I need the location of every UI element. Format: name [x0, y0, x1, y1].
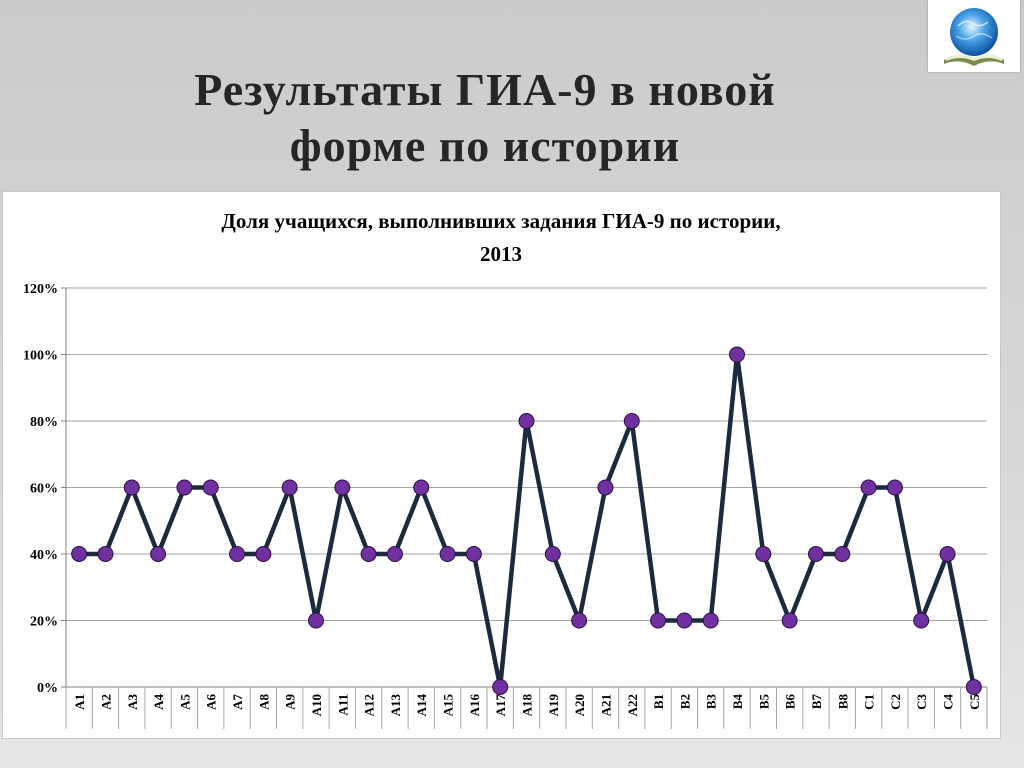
x-tick-label: А10 — [309, 694, 324, 716]
data-point — [386, 546, 403, 562]
data-point — [123, 479, 140, 496]
x-tick-label: А16 — [467, 694, 482, 717]
x-tick-label: В1 — [651, 694, 666, 709]
series-markers — [71, 346, 982, 695]
data-point — [597, 479, 614, 496]
axes — [61, 287, 988, 729]
y-tick-label: 100% — [23, 349, 58, 364]
data-point — [544, 546, 561, 562]
slide-title-line2: форме по истории — [289, 120, 681, 171]
data-point — [623, 413, 640, 429]
data-point — [255, 546, 272, 562]
data-point — [781, 612, 798, 629]
data-point — [650, 612, 667, 629]
data-point — [413, 479, 430, 496]
x-tick-label: А7 — [230, 694, 245, 710]
x-tick-label: А11 — [335, 694, 350, 716]
data-point — [307, 612, 324, 629]
data-point — [281, 479, 298, 496]
x-tick-label: В4 — [730, 694, 745, 710]
x-tick-label: В2 — [677, 694, 692, 709]
line-chart: Доля учащихся, выполнивших задания ГИА-9… — [23, 209, 988, 729]
x-tick-label: А20 — [572, 694, 587, 716]
data-point — [571, 612, 588, 629]
x-tick-label: С1 — [862, 694, 877, 710]
globe-book-logo — [928, 0, 1020, 72]
x-tick-label: А17 — [493, 694, 508, 717]
x-tick-label: С5 — [967, 694, 982, 710]
data-point — [360, 546, 377, 562]
x-tick-label: В6 — [783, 694, 798, 710]
data-point — [834, 546, 851, 562]
y-tick-label: 60% — [30, 482, 58, 497]
data-point — [702, 612, 719, 629]
x-tick-label: А8 — [256, 694, 271, 710]
data-point — [439, 546, 456, 562]
y-tick-label: 0% — [37, 681, 58, 696]
x-tick-label: А21 — [598, 694, 613, 716]
x-tick-label: А19 — [546, 694, 561, 717]
data-point — [229, 546, 246, 562]
x-tick-label: А18 — [520, 694, 535, 717]
data-point — [518, 413, 535, 429]
y-tick-labels: 0% 20% 40% 60% 80% 100% 120% — [23, 282, 58, 696]
data-point — [71, 546, 88, 562]
x-tick-label: С3 — [914, 694, 929, 710]
x-tick-label: В7 — [809, 694, 824, 710]
data-point — [97, 546, 114, 562]
data-point — [939, 546, 956, 562]
data-point — [150, 546, 167, 562]
x-tick-labels: А1 А2 А3 А4 А5 А6 А7 А8 А9 А10 А11 А12 А13 А14 А15 А16 А… — [72, 694, 982, 717]
x-tick-label: А22 — [625, 694, 640, 716]
chart-panel: Доля учащихся, выполнивших задания ГИА-9… — [2, 191, 1001, 739]
chart-title-line1: Доля учащихся, выполнивших задания ГИА-9… — [221, 209, 780, 233]
data-point — [676, 612, 693, 629]
x-tick-label: А15 — [441, 694, 456, 717]
data-point — [913, 612, 930, 629]
series-line — [79, 352, 977, 690]
globe-book-icon — [944, 8, 1004, 66]
data-point — [176, 479, 193, 496]
data-point — [202, 479, 219, 496]
data-point — [860, 479, 877, 496]
x-tick-label: В3 — [704, 694, 719, 710]
x-tick-label: А14 — [414, 694, 429, 717]
x-tick-label: А6 — [204, 694, 219, 710]
x-tick-label: А9 — [283, 694, 298, 710]
y-tick-label: 80% — [30, 415, 58, 430]
x-tick-label: А5 — [177, 694, 192, 710]
x-tick-label: А3 — [125, 694, 140, 710]
x-tick-label: А1 — [72, 694, 87, 710]
series-polyline — [79, 352, 977, 690]
data-point — [334, 479, 351, 496]
x-tick-label: А13 — [388, 694, 403, 717]
slide-title: Результаты ГИА-9 в новой форме по истори… — [0, 62, 970, 174]
gridlines — [66, 287, 987, 621]
y-tick-label: 120% — [23, 282, 58, 297]
data-point — [965, 679, 982, 695]
x-tick-label: В5 — [756, 694, 771, 710]
x-tick-label: А12 — [362, 694, 377, 716]
data-point — [465, 546, 482, 562]
x-tick-label: А2 — [98, 694, 113, 710]
data-point — [886, 479, 903, 496]
y-tick-label: 40% — [30, 548, 58, 563]
chart-title-line2: 2013 — [480, 242, 522, 266]
data-point — [492, 679, 509, 695]
x-tick-label: В8 — [835, 694, 850, 710]
y-tick-label: 20% — [30, 615, 58, 630]
data-point — [807, 546, 824, 562]
x-tick-label: С4 — [941, 694, 956, 710]
slide-title-line1: Результаты ГИА-9 в новой — [194, 64, 776, 115]
data-point — [755, 546, 772, 562]
data-point — [729, 346, 746, 363]
x-tick-label: А4 — [151, 694, 166, 710]
x-tick-label: С2 — [888, 694, 903, 710]
